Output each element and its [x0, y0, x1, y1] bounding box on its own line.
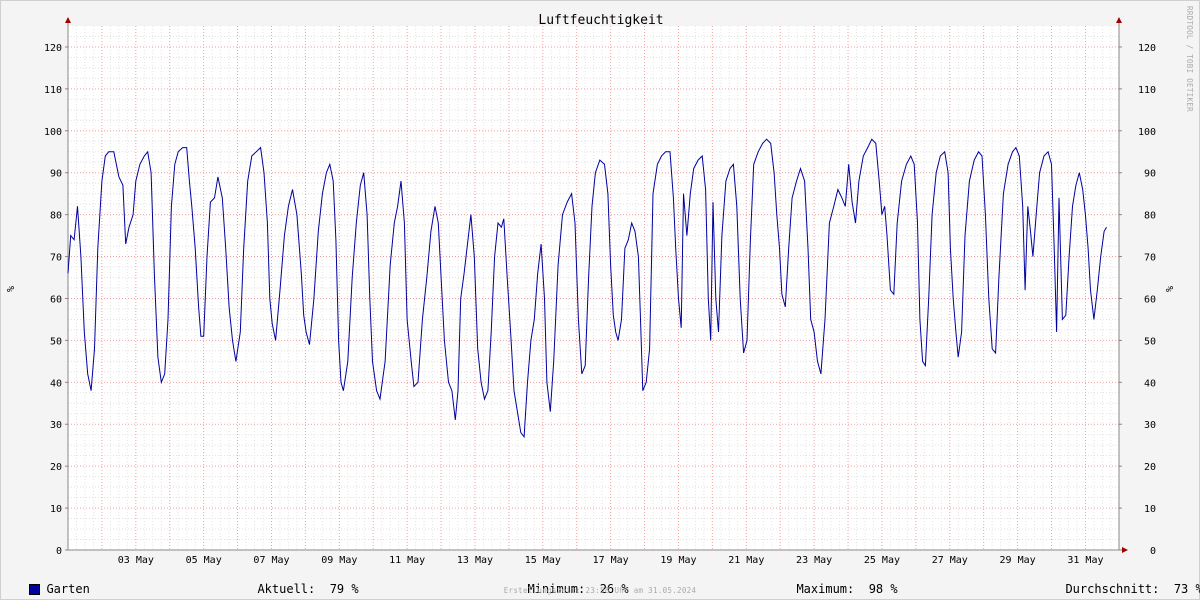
x-tick-label: 31 May	[1067, 555, 1103, 566]
x-tick-label: 21 May	[728, 555, 764, 566]
x-tick-label: 13 May	[457, 555, 493, 566]
y-axis-arrow-left	[65, 17, 71, 23]
y-tick-label-left: 70	[50, 253, 62, 264]
x-tick-label: 27 May	[932, 555, 968, 566]
x-tick-label: 25 May	[864, 555, 900, 566]
y-tick-label-left: 90	[50, 169, 62, 180]
x-tick-label: 09 May	[321, 555, 357, 566]
y-tick-label-left: 20	[50, 462, 62, 473]
y-tick-label-left: 10	[50, 504, 62, 515]
y-tick-label-right: 50	[1144, 336, 1156, 347]
y-axis-label-left: %	[6, 286, 17, 292]
legend-series-name: Garten	[46, 582, 90, 596]
y-tick-label-left: 50	[50, 336, 62, 347]
axes	[65, 17, 1128, 553]
y-axis-label-right: %	[1165, 286, 1176, 292]
x-tick-label: 05 May	[186, 555, 222, 566]
y-tick-label-left: 0	[56, 546, 62, 557]
y-axis-arrow-right	[1116, 17, 1122, 23]
y-tick-label-right: 80	[1144, 211, 1156, 222]
y-tick-label-right: 120	[1138, 43, 1156, 54]
average-value: 73 %	[1173, 582, 1200, 596]
x-tick-label: 03 May	[118, 555, 154, 566]
x-tick-label: 15 May	[525, 555, 561, 566]
legend-maximum: Maximum: 98 %	[782, 568, 898, 596]
minimum-value: 26 %	[599, 582, 629, 596]
chart-title: Luftfeuchtigkeit	[538, 13, 663, 28]
y-tick-label-right: 10	[1144, 504, 1156, 515]
y-tick-label-left: 100	[44, 127, 62, 138]
y-tick-label-left: 30	[50, 420, 62, 431]
legend-minimum: Minimum: 26 %	[513, 568, 629, 596]
y-tick-label-left: 40	[50, 378, 62, 389]
y-tick-label-right: 20	[1144, 462, 1156, 473]
x-tick-label: 29 May	[1000, 555, 1036, 566]
y-tick-label-left: 80	[50, 211, 62, 222]
average-label: Durchschnitt:	[1065, 582, 1160, 596]
y-tick-label-right: 90	[1144, 169, 1156, 180]
x-axis-arrow	[1122, 547, 1128, 553]
y-tick-label-right: 40	[1144, 378, 1156, 389]
legend-current: Aktuell: 79 %	[243, 568, 359, 596]
x-tick-label: 11 May	[389, 555, 425, 566]
series-layer	[67, 138, 1107, 439]
legend-series: Garten	[15, 568, 90, 596]
current-value: 79 %	[329, 582, 359, 596]
series-line-garten	[67, 138, 1107, 439]
minimum-label: Minimum:	[527, 582, 586, 596]
x-tick-label: 07 May	[253, 555, 289, 566]
x-tick-label: 19 May	[660, 555, 696, 566]
y-tick-label-right: 110	[1138, 85, 1156, 96]
y-tick-label-left: 110	[44, 85, 62, 96]
tick-labels: 0 0 10 10 20 20 30 30 40 40 50 50 60 60 70 70 80 80 90 90 10…	[44, 43, 1156, 566]
maximum-value: 98 %	[868, 582, 898, 596]
y-tick-label-right: 30	[1144, 420, 1156, 431]
current-label: Aktuell:	[257, 582, 316, 596]
y-tick-label-right: 0	[1150, 546, 1156, 557]
y-tick-label-left: 60	[50, 294, 62, 305]
legend-average: Durchschnitt: 73 %	[1051, 568, 1200, 596]
x-tick-label: 17 May	[593, 555, 629, 566]
y-tick-label-right: 70	[1144, 253, 1156, 264]
grid	[68, 26, 1119, 550]
creation-timestamp: Erstellungszeit: 23:58 Uhr am 31.05.2024	[503, 586, 697, 595]
y-tick-label-left: 120	[44, 43, 62, 54]
y-tick-label-right: 100	[1138, 127, 1156, 138]
y-tick-label-right: 60	[1144, 294, 1156, 305]
x-tick-label: 23 May	[796, 555, 832, 566]
series-color-swatch	[29, 584, 41, 595]
maximum-label: Maximum:	[796, 582, 855, 596]
watermark: RRDTOOL / TOBI OETIKER	[1185, 6, 1194, 112]
